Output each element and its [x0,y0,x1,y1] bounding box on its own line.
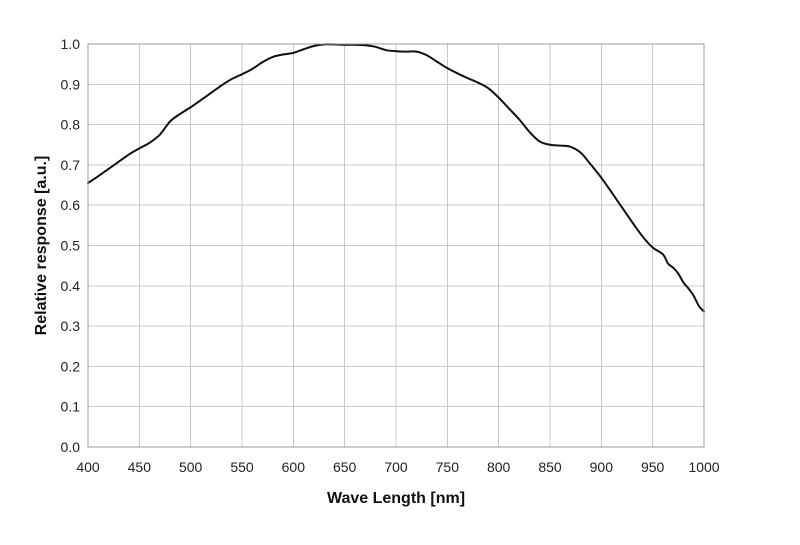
y-tick-label: 0.3 [61,318,81,334]
x-tick-label: 650 [333,459,357,475]
x-tick-label: 1000 [688,459,719,475]
y-tick-label: 0.1 [61,399,81,415]
y-tick-label: 0.5 [61,238,81,254]
x-tick-label: 550 [230,459,254,475]
y-tick-label: 0.6 [61,197,81,213]
y-tick-label: 0.9 [61,76,81,92]
x-tick-label: 400 [76,459,100,475]
x-tick-label: 750 [436,459,460,475]
x-axis-title: Wave Length [nm] [327,490,465,507]
y-tick-labels: 0.0 0.1 0.2 0.3 0.4 0.5 0.6 0.7 0.8 0.9 1.0 [61,36,81,455]
y-axis-title: Relative response [a.u.] [33,156,50,336]
x-tick-label: 450 [128,459,152,475]
y-tick-label: 0.2 [61,358,81,374]
y-tick-label: 0.7 [61,157,81,173]
y-tick-label: 0.8 [61,117,81,133]
x-tick-label: 600 [282,459,306,475]
response-curve-line [87,43,705,313]
x-tick-label: 800 [487,459,511,475]
y-tick-label: 0.0 [61,439,81,455]
x-tick-label: 700 [384,459,408,475]
x-tick-label: 850 [538,459,562,475]
x-tick-label: 500 [179,459,203,475]
y-tick-label: 0.4 [61,278,81,294]
y-tick-label: 1.0 [61,36,81,52]
x-tick-label: 950 [641,459,665,475]
series-layer [87,43,705,313]
plot-frame [87,43,705,448]
x-tick-label: 900 [590,459,614,475]
grid-layer [87,43,705,448]
x-tick-labels: 400 450 500 550 600 650 700 750 800 850 900 950 1000 [76,459,719,475]
